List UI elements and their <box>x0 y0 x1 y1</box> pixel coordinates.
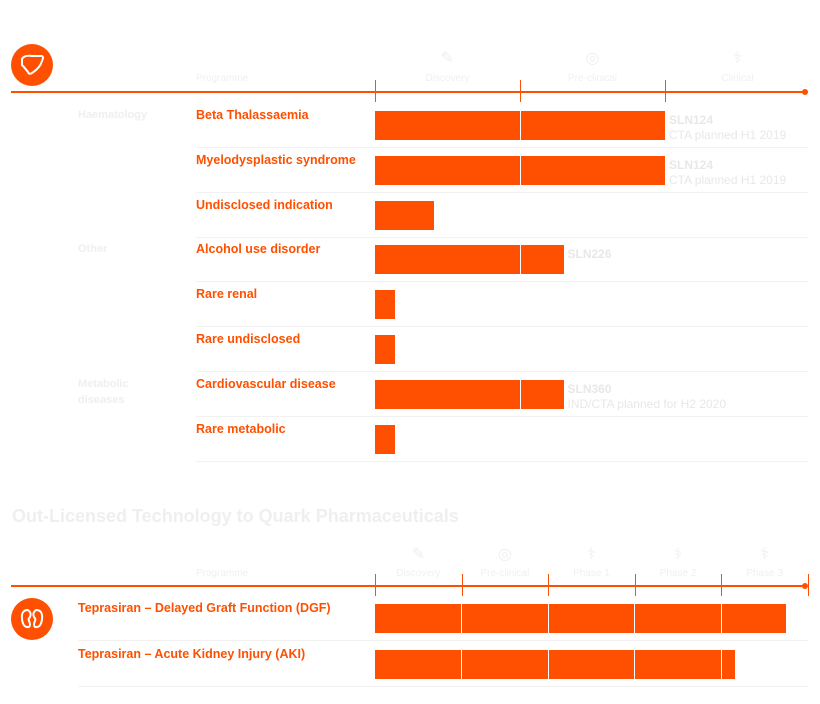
row-divider <box>196 460 808 462</box>
bar-phase-separator <box>461 650 463 679</box>
phase-divider <box>461 574 463 596</box>
progress-bar <box>375 200 435 230</box>
row-divider <box>196 191 808 193</box>
programme-label: Teprasiran – Delayed Graft Function (DGF… <box>78 601 331 615</box>
milestone-note: CTA planned H1 2019 <box>669 172 787 187</box>
programme-label: Rare renal <box>196 287 258 302</box>
phase-label: Phase 1 <box>573 568 610 579</box>
pipette-icon: ✎ <box>411 546 425 563</box>
row-divider <box>78 686 808 687</box>
phase-label: Clinical <box>721 73 754 84</box>
product-code: SLN124 <box>669 113 714 127</box>
row-divider <box>78 640 808 641</box>
bar-phase-separator <box>519 111 521 140</box>
programme-label: Rare metabolic <box>196 421 286 436</box>
programme-label: Cardiovascular disease <box>196 376 336 391</box>
category-label: Metabolic diseases <box>78 377 129 406</box>
petri-dish-icon: ◎ <box>497 546 512 563</box>
phase-label: Discovery <box>425 73 470 84</box>
row-divider <box>196 281 808 283</box>
bar-phase-separator <box>547 604 549 633</box>
section-title: Out-Licensed Technology to Quark Pharmac… <box>12 506 459 526</box>
bar-phase-separator <box>519 155 521 185</box>
phase-label: Phase 3 <box>746 568 784 579</box>
phase-divider <box>375 80 376 102</box>
progress-bar <box>375 245 564 275</box>
product-code: SLN124 <box>669 157 714 172</box>
phase-divider <box>634 574 636 596</box>
axis-end-dot <box>802 583 808 589</box>
row-divider <box>196 415 808 417</box>
phase-divider <box>808 574 809 596</box>
stethoscope-icon: ⚕ <box>760 546 770 563</box>
bar-phase-separator <box>720 604 722 633</box>
phase-divider <box>520 80 521 102</box>
programme-label: Rare undisclosed <box>196 332 301 346</box>
bar-phase-separator <box>461 604 463 633</box>
progress-bar <box>375 424 396 454</box>
timeline-axis <box>11 91 804 93</box>
pipette-icon: ✎ <box>440 50 455 67</box>
timeline-axis <box>11 585 804 587</box>
product-code: SLN360 <box>567 381 612 396</box>
progress-bar <box>375 111 665 140</box>
category-label: Other <box>78 243 108 256</box>
row-divider <box>196 236 808 238</box>
kidney-icon <box>11 598 53 640</box>
phase-label: Pre-clinical <box>568 73 617 84</box>
progress-bar <box>375 290 396 320</box>
phase-divider <box>375 574 376 596</box>
programme-header: Programme <box>196 73 249 84</box>
milestone-note: CTA planned H1 2019 <box>669 128 787 142</box>
liver-icon <box>11 44 53 86</box>
bar-phase-separator <box>634 650 636 679</box>
phase-label: Phase 2 <box>659 568 697 579</box>
phase-divider <box>721 574 723 596</box>
phase-label: Pre-clinical <box>480 568 530 579</box>
phase-divider <box>665 80 666 102</box>
progress-bar <box>375 155 665 185</box>
programme-label: Myelodysplastic syndrome <box>196 152 356 167</box>
phase-divider <box>548 574 550 596</box>
progress-bar <box>375 379 564 409</box>
progress-bar <box>375 335 396 364</box>
bar-phase-separator <box>634 604 636 633</box>
programme-label: Teprasiran – Acute Kidney Injury (AKI) <box>78 647 306 661</box>
product-code: SLN226 <box>567 247 612 262</box>
programme-label: Undisclosed indication <box>196 197 333 212</box>
bar-phase-separator <box>519 245 521 275</box>
row-divider <box>196 371 808 372</box>
milestone-note: IND/CTA planned for H2 2020 <box>567 396 727 411</box>
progress-bar <box>375 604 787 633</box>
stethoscope-icon: ⚕ <box>733 50 742 67</box>
programme-label: Beta Thalassaemia <box>196 108 309 122</box>
programme-header: Programme <box>196 568 249 579</box>
row-divider <box>196 326 808 328</box>
stethoscope-icon: ⚕ <box>587 546 596 563</box>
bar-phase-separator <box>720 650 722 679</box>
progress-bar <box>375 650 736 679</box>
programme-label: Alcohol use disorder <box>196 242 321 257</box>
stethoscope-icon: ⚕ <box>673 546 683 563</box>
phase-label: Discovery <box>396 568 441 579</box>
bar-phase-separator <box>519 379 521 409</box>
category-label: Haematology <box>78 109 148 121</box>
bar-phase-separator <box>547 650 549 679</box>
petri-dish-icon: ◎ <box>585 50 600 67</box>
row-divider <box>196 147 808 148</box>
axis-end-dot <box>802 89 808 95</box>
